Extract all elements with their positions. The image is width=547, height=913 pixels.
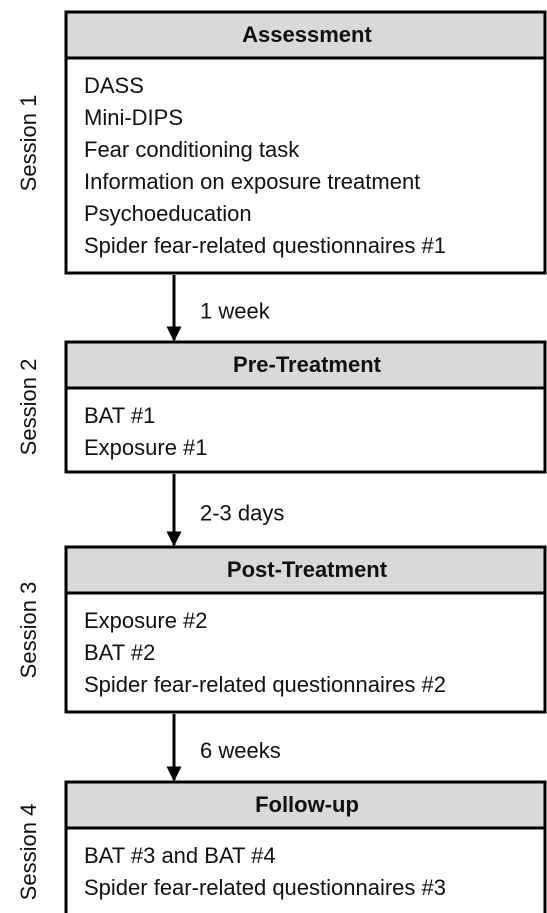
session-header (64, 340, 547, 390)
session-item: BAT #3 and BAT #4 (84, 843, 276, 868)
session-item: Exposure #1 (84, 435, 208, 460)
session-item: Exposure #2 (84, 608, 208, 633)
session-item: Information on exposure treatment (84, 169, 420, 194)
session-title: Follow-up (255, 792, 359, 817)
session-item: Fear conditioning task (84, 137, 300, 162)
session-item: BAT #1 (84, 403, 155, 428)
session-item: Spider fear-related questionnaires #3 (84, 875, 446, 900)
session-label: Session 4 (16, 804, 41, 901)
session-header (64, 780, 547, 830)
session-label: Session 1 (16, 95, 41, 192)
session-label: Session 2 (16, 359, 41, 456)
session-item: Mini-DIPS (84, 105, 183, 130)
interval-label: 6 weeks (200, 738, 281, 763)
session-header (64, 545, 547, 595)
session-item: BAT #2 (84, 640, 155, 665)
interval-label: 1 week (200, 298, 271, 323)
session-header (64, 10, 547, 60)
session-title: Pre-Treatment (233, 352, 382, 377)
session-item: Psychoeducation (84, 201, 252, 226)
session-title: Assessment (242, 22, 372, 47)
session-item: DASS (84, 73, 144, 98)
session-item: Spider fear-related questionnaires #1 (84, 233, 446, 258)
session-item: Spider fear-related questionnaires #2 (84, 672, 446, 697)
session-title: Post-Treatment (227, 557, 388, 582)
interval-label: 2-3 days (200, 500, 284, 525)
session-label: Session 3 (16, 582, 41, 679)
